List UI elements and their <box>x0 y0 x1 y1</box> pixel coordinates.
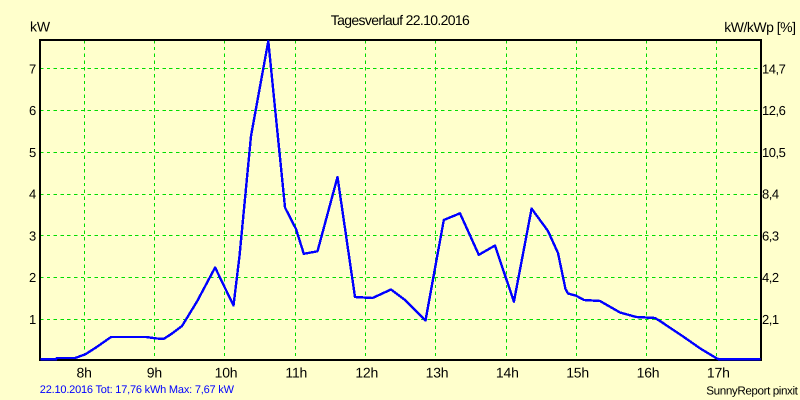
svg-text:3: 3 <box>29 228 36 243</box>
svg-text:8,4: 8,4 <box>762 187 779 202</box>
svg-text:kW/kWp [%]: kW/kWp [%] <box>724 19 795 35</box>
svg-text:2: 2 <box>29 270 36 285</box>
svg-text:4,2: 4,2 <box>762 270 779 285</box>
svg-text:8h: 8h <box>77 364 92 380</box>
svg-text:2,1: 2,1 <box>762 312 779 327</box>
svg-text:1: 1 <box>29 312 36 327</box>
svg-text:9h: 9h <box>147 364 162 380</box>
svg-text:15h: 15h <box>566 364 589 380</box>
svg-text:14,7: 14,7 <box>762 61 786 76</box>
svg-text:13h: 13h <box>426 364 449 380</box>
svg-text:6: 6 <box>29 103 36 118</box>
svg-text:10h: 10h <box>215 364 238 380</box>
svg-text:7: 7 <box>29 61 36 76</box>
svg-text:11h: 11h <box>285 364 307 380</box>
svg-text:5: 5 <box>29 145 36 160</box>
svg-text:14h: 14h <box>496 364 519 380</box>
svg-text:16h: 16h <box>637 364 660 380</box>
svg-text:4: 4 <box>29 187 36 202</box>
svg-text:6,3: 6,3 <box>762 228 779 243</box>
svg-text:Tagesverlauf 22.10.2016: Tagesverlauf 22.10.2016 <box>331 12 470 28</box>
svg-text:17h: 17h <box>707 364 730 380</box>
svg-text:SunnyReport pinxit: SunnyReport pinxit <box>706 384 798 397</box>
svg-text:10,5: 10,5 <box>762 145 786 160</box>
svg-text:12h: 12h <box>355 364 378 380</box>
svg-text:22.10.2016 Tot: 17,76 kWh Max:: 22.10.2016 Tot: 17,76 kWh Max: 7,67 kW <box>40 384 235 396</box>
svg-text:kW: kW <box>30 18 51 34</box>
svg-text:12,6: 12,6 <box>762 103 786 118</box>
